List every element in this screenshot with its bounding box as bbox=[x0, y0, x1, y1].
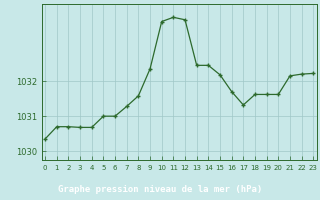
Text: Graphe pression niveau de la mer (hPa): Graphe pression niveau de la mer (hPa) bbox=[58, 185, 262, 194]
